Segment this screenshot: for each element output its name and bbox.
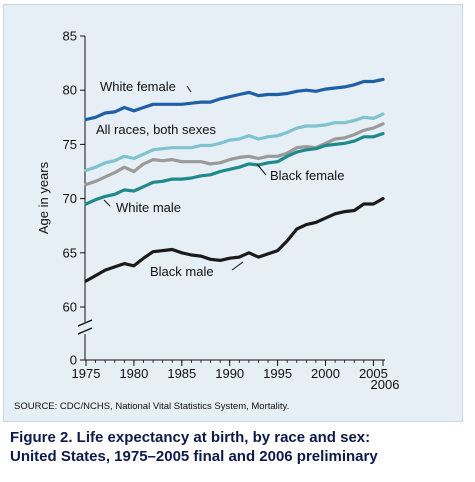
series-line-all-races-both-sexes [84, 112, 385, 172]
series-label-leader-white-male [103, 199, 111, 207]
x-tick-label: 1980 [119, 366, 148, 381]
caption-line-1: Figure 2. Life expectancy at birth, by r… [10, 429, 371, 446]
series-line-black-female [84, 122, 385, 187]
series-label-black-male: Black male [150, 264, 214, 279]
series-line-black-male [84, 197, 385, 283]
y-tick-label: 80 [63, 83, 77, 98]
y-tick-label: 60 [63, 300, 77, 315]
y-tick-label: 75 [63, 137, 77, 152]
x-tick-label: 1975 [72, 366, 101, 381]
series-line-white-male [84, 132, 385, 206]
axis-break-mark [77, 319, 93, 335]
series-label-leader-black-male [231, 261, 244, 271]
series-label-white-female: White female [100, 79, 176, 94]
y-tick-label: 65 [63, 245, 77, 260]
source-note: SOURCE: CDC/NCHS, National Vital Statist… [14, 401, 290, 412]
x-tick-label: 1995 [263, 366, 292, 381]
x-tick-label: 2000 [311, 366, 340, 381]
caption-line-2: United States, 1975–2005 final and 2006 … [10, 448, 378, 465]
x-tick-label: 1985 [167, 366, 196, 381]
y-tick-label: 0 [70, 353, 77, 368]
chart-panel [3, 4, 463, 422]
series-label-leader-white-female [186, 85, 192, 93]
x-tick-label: 2006 [371, 377, 400, 392]
series-label-white-male: White male [116, 200, 181, 215]
figure-caption: Figure 2. Life expectancy at birth, by r… [10, 428, 465, 466]
x-tick-label: 1990 [215, 366, 244, 381]
y-axis-label: Age in years [36, 161, 51, 234]
series-label-leader-black-female [256, 163, 267, 176]
y-tick-label: 85 [63, 29, 77, 44]
x-tick-label: 2005 [359, 366, 388, 381]
series-label-all-races-both-sexes: All races, both sexes [96, 122, 216, 137]
y-tick-label: 70 [63, 191, 77, 206]
series-label-black-female: Black female [270, 168, 344, 183]
series-line-white-female [84, 77, 385, 122]
